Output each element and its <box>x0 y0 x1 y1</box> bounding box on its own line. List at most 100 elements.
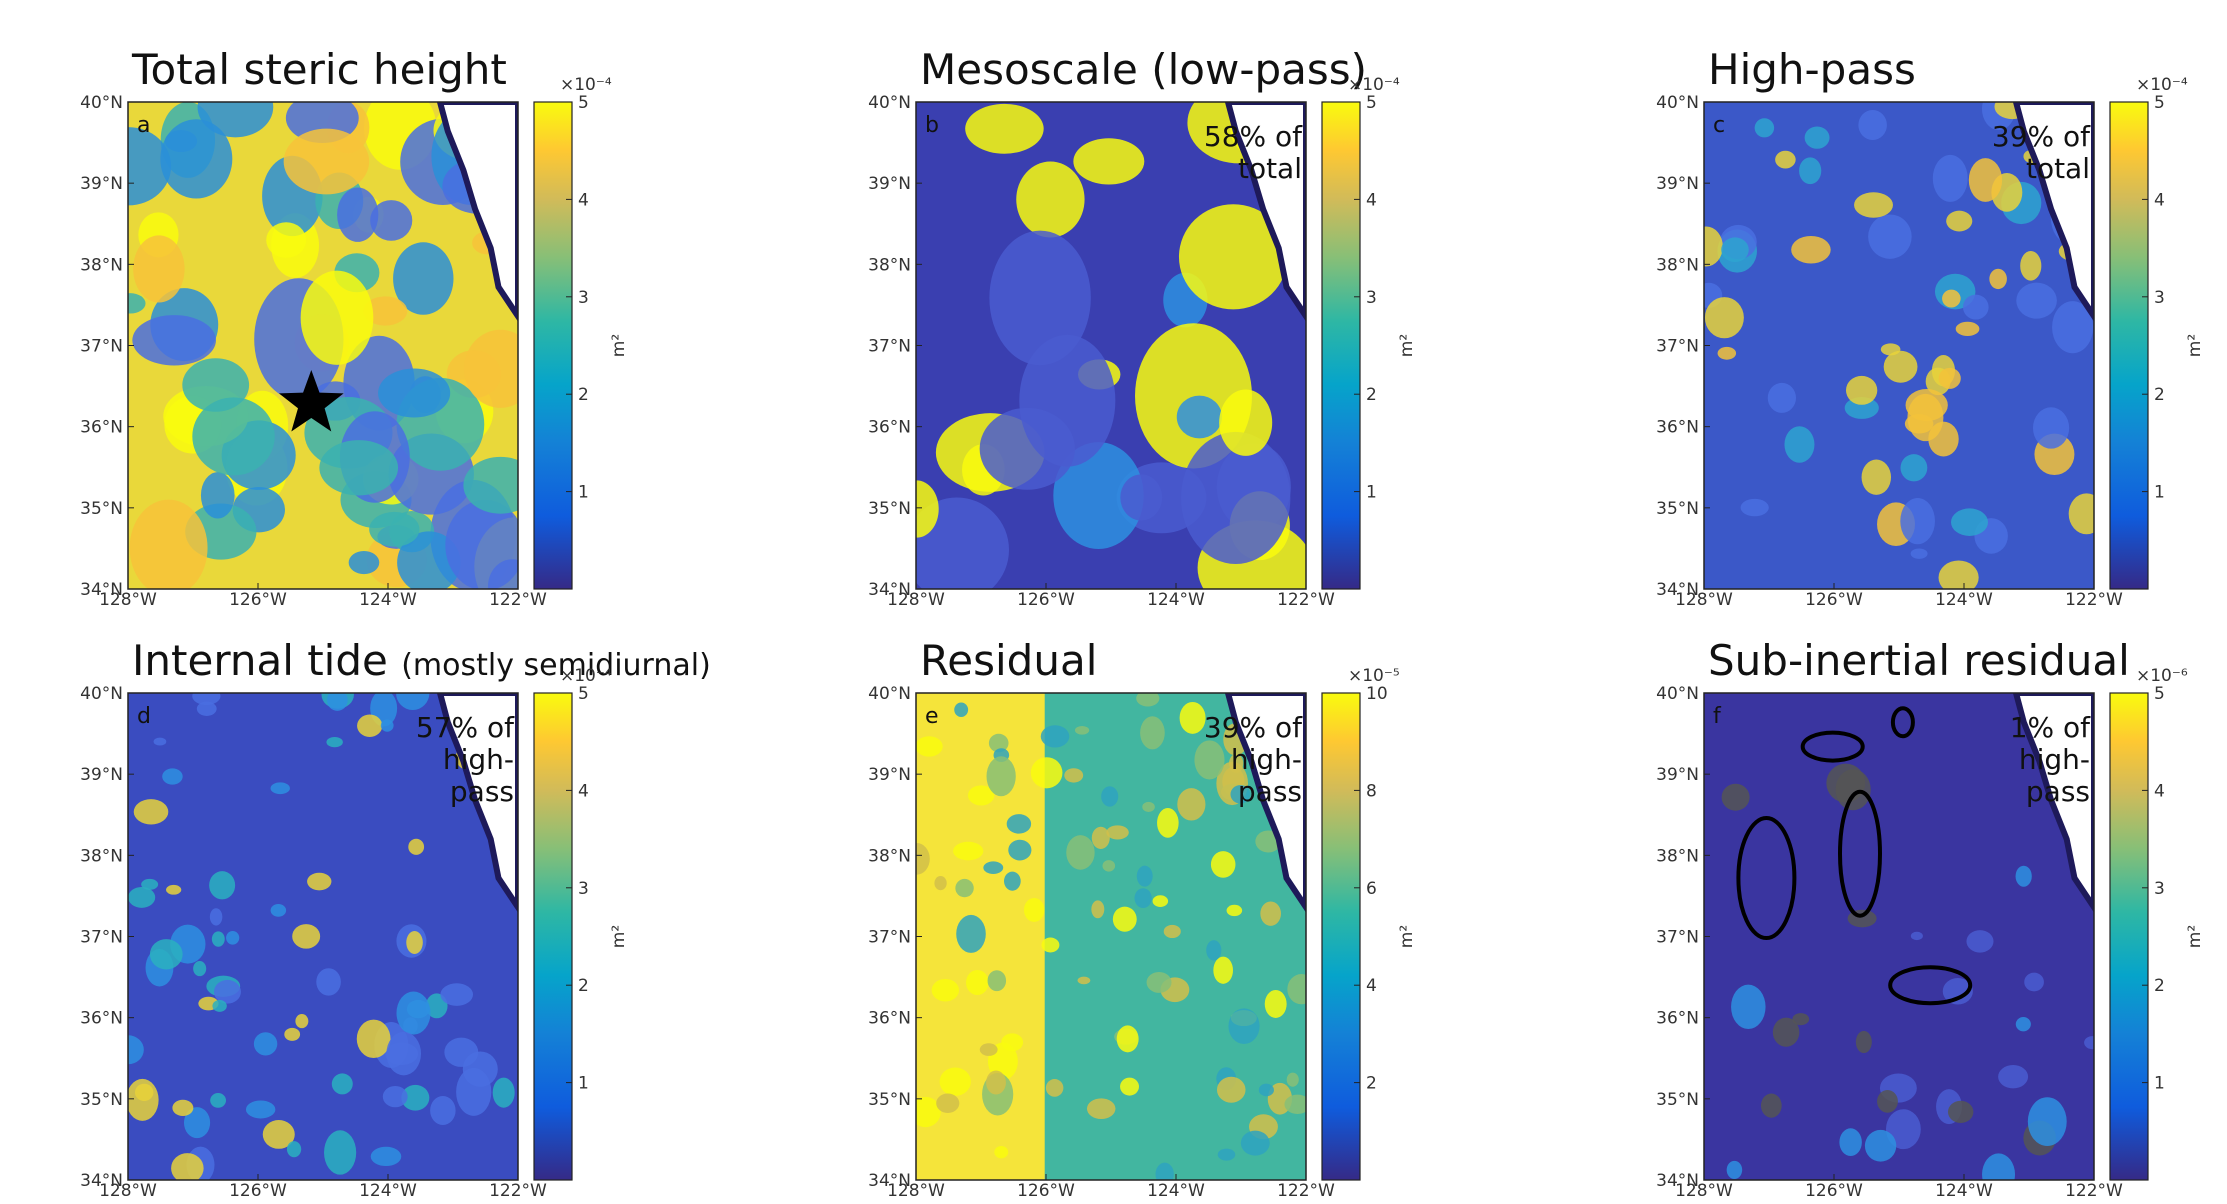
lat-tick-label: 39°N <box>80 174 123 194</box>
field-patch <box>1004 871 1021 891</box>
field-patch <box>1760 1093 1782 1118</box>
field-patch <box>1767 382 1796 413</box>
land <box>436 693 518 913</box>
colorbar-tick-label: 3 <box>1366 288 1377 308</box>
field-patch <box>1845 375 1878 405</box>
field-patch <box>1791 235 1831 264</box>
field-patch <box>916 480 939 538</box>
lat-tick-label: 34°N <box>868 1171 911 1191</box>
field-patch <box>386 1031 422 1076</box>
lat-tick-label: 38°N <box>1656 255 1699 275</box>
field-patch <box>213 979 241 1004</box>
panel-letter: a <box>137 113 150 138</box>
map-field <box>128 102 518 589</box>
lon-tick-label: 124°W <box>1935 1181 1993 1201</box>
field-patch <box>369 511 420 547</box>
field-patch <box>1946 210 1973 232</box>
field-patch <box>916 842 930 875</box>
panel-letter: e <box>925 704 939 729</box>
field-patch <box>934 876 947 891</box>
field-patch <box>286 1141 302 1158</box>
field-patch <box>1717 346 1737 360</box>
lat-tick-label: 39°N <box>1656 174 1699 194</box>
field-patch <box>986 756 1016 797</box>
field-patch <box>327 693 348 711</box>
field-patch <box>1772 1017 1800 1047</box>
field-patch <box>1136 865 1153 887</box>
lat-tick-label: 36°N <box>868 418 911 438</box>
field-patch <box>1754 118 1775 138</box>
field-patch <box>406 930 423 955</box>
map-field <box>128 693 518 1180</box>
field-patch <box>1194 740 1225 780</box>
field-patch <box>128 886 156 908</box>
field-patch <box>1219 389 1273 456</box>
field-patch <box>1704 226 1723 267</box>
field-patch <box>1006 814 1032 834</box>
field-patch <box>1073 138 1145 185</box>
lat-tick-label: 39°N <box>80 765 123 785</box>
field-patch <box>2084 1036 2094 1050</box>
colorbar-exponent: ×10⁻⁶ <box>2136 666 2188 686</box>
lon-tick-label: 126°W <box>1805 1181 1863 1201</box>
colorbar-tick-label: 3 <box>578 879 589 899</box>
field-patch <box>1023 897 1045 922</box>
field-patch <box>245 1100 276 1119</box>
field-patch <box>133 799 169 825</box>
colorbar-tick-label: 2 <box>578 976 589 996</box>
field-patch <box>1799 157 1822 185</box>
field-patch <box>1179 701 1206 734</box>
field-patch <box>955 878 974 898</box>
field-patch <box>1784 426 1815 463</box>
lon-tick-label: 128°W <box>887 1181 945 1201</box>
field-patch <box>1942 977 1973 1005</box>
panel-letter: d <box>137 704 151 729</box>
lat-tick-label: 37°N <box>868 337 911 357</box>
colorbar <box>1321 692 1361 1181</box>
field-patch <box>445 499 518 589</box>
lat-tick-label: 36°N <box>80 1009 123 1029</box>
field-patch <box>1120 474 1163 521</box>
field-patch <box>307 872 332 891</box>
field-patch <box>1120 1077 1139 1096</box>
land <box>1224 102 1306 322</box>
annotation: 39% of <box>1992 120 2091 153</box>
field-patch <box>1264 989 1287 1018</box>
field-patch <box>1140 716 1165 750</box>
annotation: pass <box>450 775 514 808</box>
map-field <box>1704 102 2094 589</box>
panel-letter: f <box>1713 704 1722 729</box>
title-text: Sub-inertial residual <box>1708 636 2130 685</box>
field-patch <box>326 737 343 748</box>
lon-tick-label: 124°W <box>1147 1181 1205 1201</box>
field-patch <box>1880 343 1901 356</box>
lat-tick-label: 39°N <box>868 174 911 194</box>
colorbar-exponent: ×10⁻⁴ <box>560 75 612 95</box>
lon-tick-label: 126°W <box>1017 1181 1075 1201</box>
lat-tick-label: 38°N <box>80 255 123 275</box>
field-patch <box>382 1085 408 1108</box>
field-patch <box>396 693 430 711</box>
colorbar-tick-label: 1 <box>1366 483 1377 503</box>
colorbar-tick-label: 1 <box>2154 1074 2165 1094</box>
colorbar-tick-label: 5 <box>2154 93 2165 113</box>
field-patch <box>153 737 167 746</box>
field-patch <box>1102 860 1116 872</box>
title-text: Internal tide <box>132 636 388 685</box>
field-patch <box>132 315 216 366</box>
field-patch <box>1835 769 1871 811</box>
field-patch <box>1858 109 1887 141</box>
colorbar-tick-label: 2 <box>1366 1074 1377 1094</box>
field-patch <box>370 200 413 241</box>
field-patch <box>1839 1128 1862 1157</box>
lat-tick-label: 35°N <box>868 499 911 519</box>
field-patch <box>2068 493 2094 535</box>
field-patch <box>1041 937 1060 953</box>
lon-tick-label: 128°W <box>99 590 157 610</box>
lon-tick-label: 124°W <box>359 590 417 610</box>
annotation: high- <box>1231 743 1302 776</box>
annotation: 1% of <box>2010 711 2091 744</box>
field-patch <box>463 456 518 514</box>
field-patch <box>1910 931 1923 941</box>
lat-tick-label: 37°N <box>80 337 123 357</box>
